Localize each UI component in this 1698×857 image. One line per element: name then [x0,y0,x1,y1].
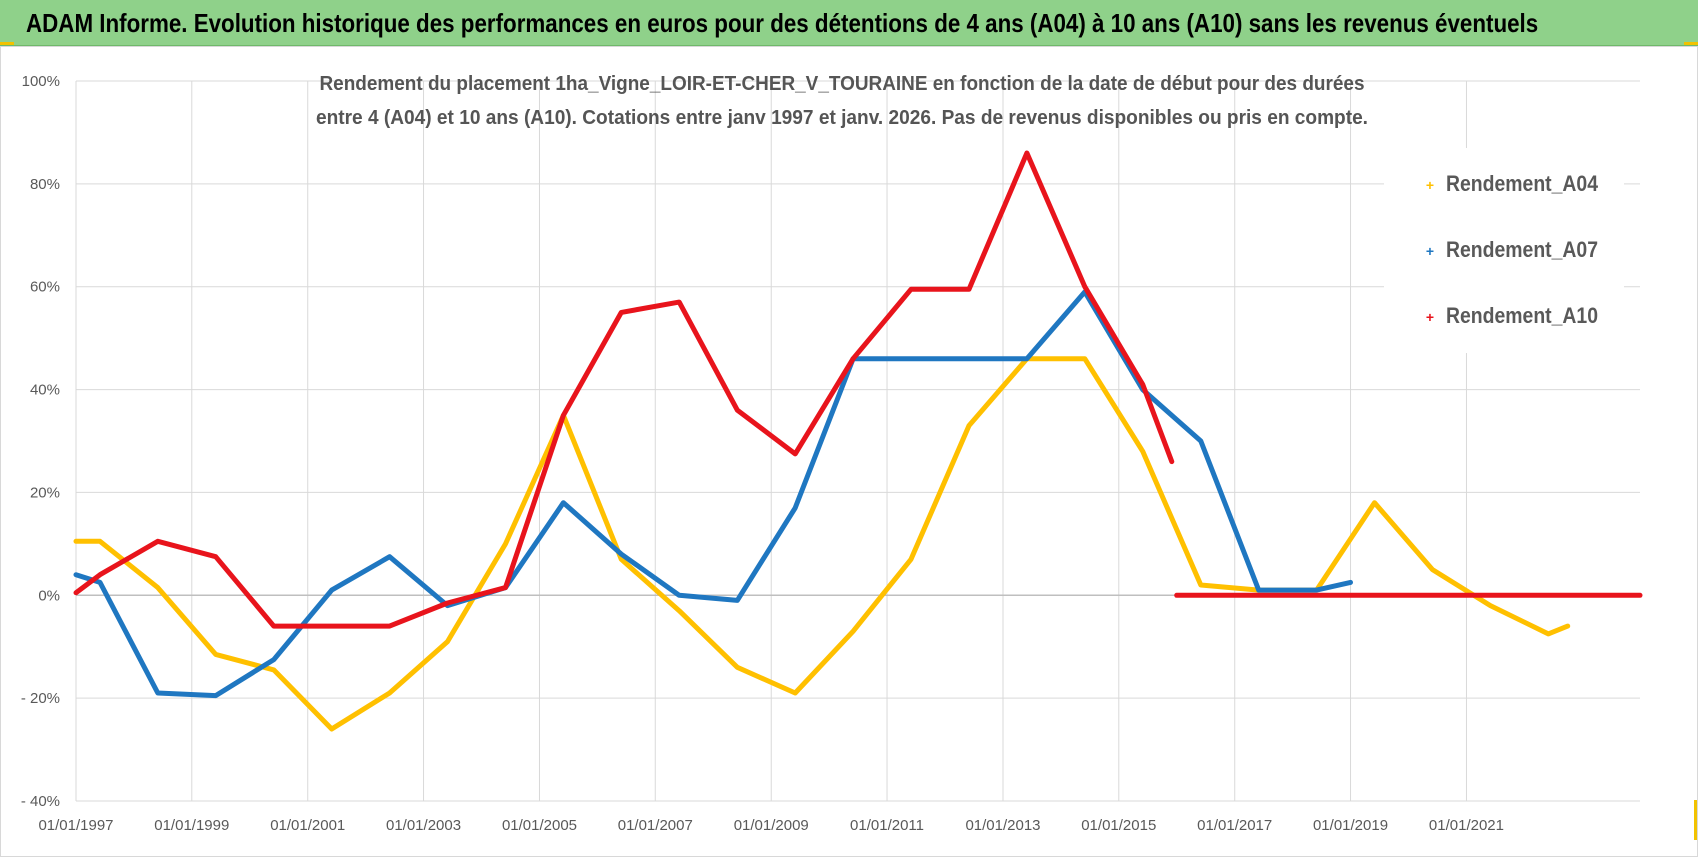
y-tick-label-6: - 20% [21,690,60,707]
series-line-rendement-a04 [73,356,1571,732]
corner-mark-bottom-right [1694,800,1697,840]
header-title: ADAM Informe. Evolution historique des p… [26,8,1539,38]
x-tick-label-5: 01/01/2007 [618,817,693,834]
x-tick-label-9: 01/01/2015 [1081,817,1156,834]
x-tick-label-6: 01/01/2009 [734,817,809,834]
x-tick-label-3: 01/01/2003 [386,817,461,834]
x-tick-label-4: 01/01/2005 [502,817,577,834]
y-tick-label-4: 20% [30,484,60,501]
header-bar: ADAM Informe. Evolution historique des p… [0,0,1698,46]
legend-marker-rendement-a07: + [1426,243,1434,259]
x-tick-label-11: 01/01/2019 [1313,817,1388,834]
x-tick-label-12: 01/01/2021 [1429,817,1504,834]
series-line-rendement-a07 [73,289,1353,699]
series-line-rendement-a10 [73,150,1175,629]
axis-labels: 100% 80% 60% 40% 20% 0% - 20% - 40% 01/01/1997 01… [21,73,1504,834]
x-tick-label-7: 01/01/2011 [850,817,924,834]
chart-title-line-2: entre 4 (A04) et 10 ans (A10). Cotations… [316,107,1368,129]
series-lines [73,150,1643,732]
chart-title-line-1: Rendement du placement 1ha_Vigne_LOIR-ET… [320,73,1365,95]
y-tick-label-1: 80% [30,176,60,193]
legend-marker-rendement-a10: + [1426,309,1434,325]
x-tick-label-0: 01/01/1997 [38,817,113,834]
corner-mark-top-right [1684,42,1698,45]
legend-label-rendement-a07: Rendement_A07 [1446,237,1598,262]
legend-box [1384,148,1624,353]
corner-mark-top-left [0,42,14,45]
legend-label-rendement-a10: Rendement_A10 [1446,303,1598,328]
y-tick-label-3: 40% [30,382,60,399]
y-tick-label-2: 60% [30,279,60,296]
legend: + Rendement_A04 + Rendement_A07 + Rendement_A… [1384,148,1624,353]
x-tick-label-1: 01/01/1999 [154,817,229,834]
legend-label-rendement-a04: Rendement_A04 [1446,171,1599,196]
x-tick-label-10: 01/01/2017 [1197,817,1272,834]
legend-marker-rendement-a04: + [1426,177,1434,193]
y-tick-label-0: 100% [22,73,60,90]
chart-title: Rendement du placement 1ha_Vigne_LOIR-ET… [316,73,1368,129]
y-tick-label-7: - 40% [21,793,60,810]
x-tick-label-2: 01/01/2001 [270,817,345,834]
x-tick-label-8: 01/01/2013 [965,817,1040,834]
y-tick-label-5: 0% [38,587,60,604]
